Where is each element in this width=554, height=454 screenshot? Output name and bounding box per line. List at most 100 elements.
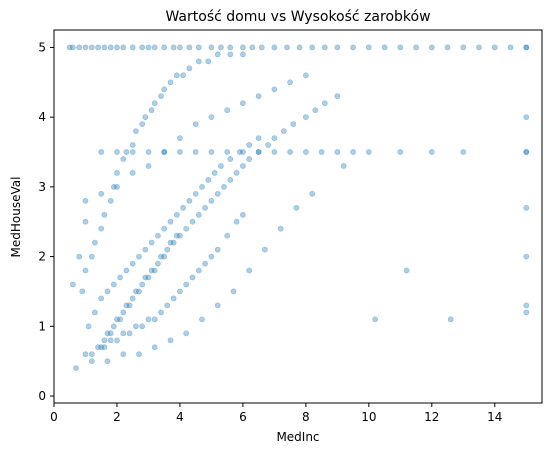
scatter-point [190, 219, 195, 224]
scatter-point [225, 108, 230, 113]
scatter-point [303, 73, 308, 78]
scatter-point [146, 275, 151, 280]
scatter-point [228, 45, 233, 50]
scatter-point [127, 331, 132, 336]
scatter-point [89, 45, 94, 50]
scatter-point [130, 261, 135, 266]
scatter-point [524, 254, 529, 259]
scatter-point [382, 45, 387, 50]
scatter-point [256, 149, 261, 154]
scatter-point [240, 52, 245, 57]
scatter-point [351, 149, 356, 154]
scatter-point [174, 73, 179, 78]
scatter-point [114, 45, 119, 50]
scatter-point [102, 338, 107, 343]
scatter-point [206, 59, 211, 64]
scatter-point [184, 282, 189, 287]
scatter-point [196, 268, 201, 273]
scatter-point [240, 163, 245, 168]
scatter-point [155, 261, 160, 266]
x-tick-label: 8 [302, 410, 310, 424]
scatter-point [181, 205, 186, 210]
scatter-point [133, 324, 138, 329]
scatter-point [83, 198, 88, 203]
y-axis-label: MedHouseVal [9, 177, 23, 258]
scatter-point [199, 184, 204, 189]
x-axis-label: MedInc [276, 430, 319, 444]
scatter-point [272, 149, 277, 154]
scatter-point [99, 149, 104, 154]
scatter-point [228, 156, 233, 161]
scatter-point [303, 115, 308, 120]
scatter-point [181, 73, 186, 78]
scatter-point [203, 261, 208, 266]
scatter-point [288, 80, 293, 85]
scatter-point [162, 254, 167, 259]
scatter-point [206, 177, 211, 182]
scatter-point [322, 45, 327, 50]
scatter-point [259, 45, 264, 50]
scatter-point [111, 324, 116, 329]
scatter-point [225, 233, 230, 238]
scatter-point [124, 268, 129, 273]
x-tick-label: 2 [113, 410, 121, 424]
scatter-point [152, 317, 157, 322]
scatter-point [171, 296, 176, 301]
scatter-point [177, 289, 182, 294]
scatter-point [105, 289, 110, 294]
scatter-point [272, 136, 277, 141]
scatter-point [146, 163, 151, 168]
scatter-point [127, 303, 132, 308]
scatter-point [177, 136, 182, 141]
scatter-point [80, 289, 85, 294]
scatter-point [310, 45, 315, 50]
scatter-point [96, 345, 101, 350]
scatter-point [130, 296, 135, 301]
scatter-point [89, 352, 94, 357]
scatter-point [187, 198, 192, 203]
scatter-point [524, 205, 529, 210]
scatter-point [193, 122, 198, 127]
scatter-point [108, 338, 113, 343]
scatter-point [209, 115, 214, 120]
scatter-point [121, 310, 126, 315]
scatter-point [171, 240, 176, 245]
scatter-point [291, 122, 296, 127]
scatter-point [196, 45, 201, 50]
scatter-point [121, 156, 126, 161]
scatter-point [158, 94, 163, 99]
scatter-point [130, 45, 135, 50]
scatter-point [193, 149, 198, 154]
scatter-point [136, 254, 141, 259]
y-tick-label: 5 [38, 40, 46, 54]
scatter-point [524, 45, 529, 50]
x-tick-label: 10 [361, 410, 376, 424]
scatter-point [114, 338, 119, 343]
scatter-point [508, 45, 513, 50]
scatter-point [272, 87, 277, 92]
scatter-point [168, 219, 173, 224]
y-tick-label: 2 [38, 250, 46, 264]
scatter-point [310, 191, 315, 196]
scatter-point [234, 170, 239, 175]
scatter-point [171, 45, 176, 50]
scatter-point [165, 303, 170, 308]
scatter-point [218, 45, 223, 50]
scatter-point [70, 45, 75, 50]
scatter-point [231, 289, 236, 294]
scatter-point [162, 87, 167, 92]
scatter-point [177, 45, 182, 50]
scatter-point [168, 80, 173, 85]
scatter-point [429, 149, 434, 154]
scatter-point [272, 45, 277, 50]
scatter-point [398, 149, 403, 154]
scatter-point [221, 184, 226, 189]
scatter-point [209, 198, 214, 203]
scatter-point [461, 45, 466, 50]
scatter-point [335, 94, 340, 99]
scatter-point [278, 226, 283, 231]
y-tick-label: 3 [38, 180, 46, 194]
scatter-point [140, 282, 145, 287]
scatter-point [99, 191, 104, 196]
